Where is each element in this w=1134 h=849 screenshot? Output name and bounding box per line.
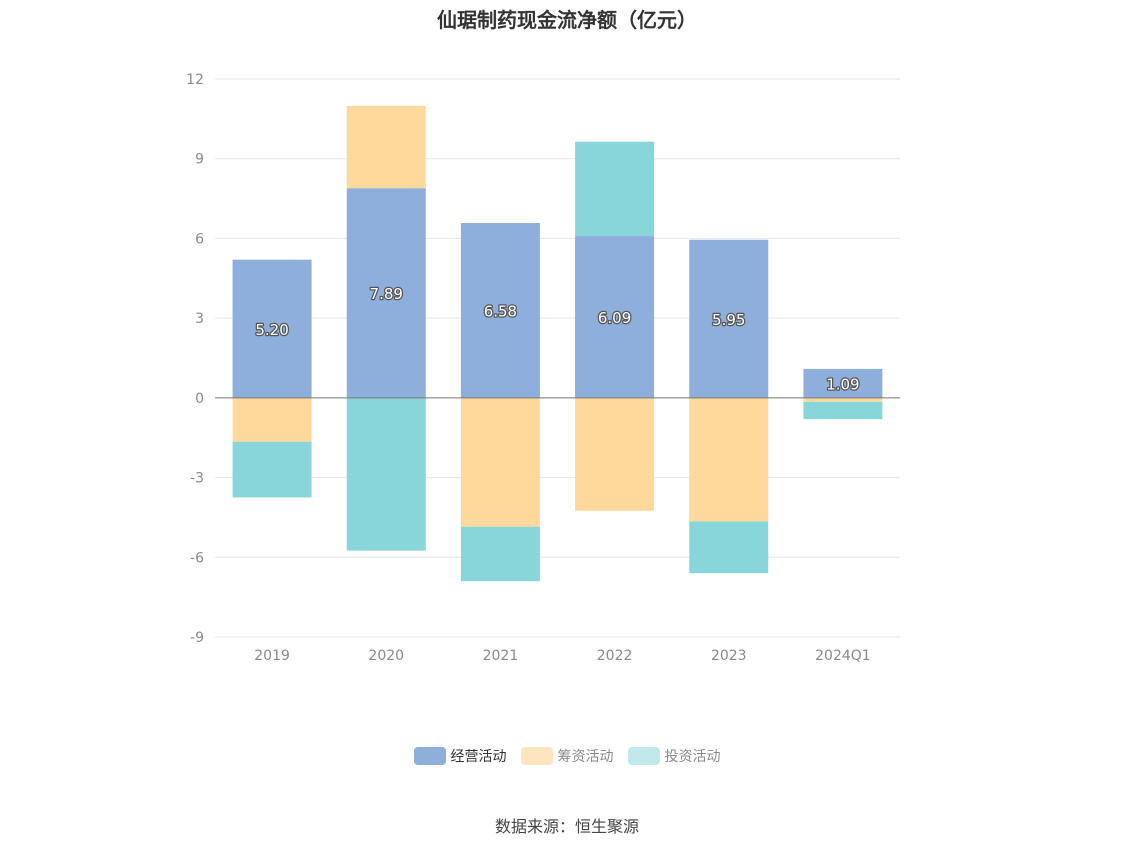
- legend-swatch-investing: [627, 747, 660, 765]
- bar-经营活动-2023: [689, 239, 769, 398]
- cash-flow-chart: 12 9 6 3 0 -3 -6 -9 2019 2020 2021 2022 2023 2024Q1 5.…: [186, 72, 900, 664]
- bar-筹资活动-2022: [575, 397, 655, 511]
- bar-经营活动-2020: [346, 188, 426, 398]
- x-tick-label: 2023: [711, 648, 747, 664]
- bar-投资活动-2020: [346, 397, 426, 551]
- legend-item-investing[interactable]: 投资活动: [627, 746, 721, 766]
- bar-投资活动-2024Q1: [803, 401, 883, 420]
- x-tick-label: 2022: [597, 648, 633, 664]
- bar-筹资活动-2023: [689, 397, 769, 522]
- legend-item-operating[interactable]: 经营活动: [413, 746, 507, 766]
- legend-item-financing[interactable]: 筹资活动: [520, 746, 614, 766]
- data-source: 数据来源：恒生聚源: [494, 817, 639, 836]
- y-tick-label: -9: [190, 630, 204, 646]
- data-label: 7.89: [370, 285, 403, 303]
- x-tick-label: 2024Q1: [815, 648, 871, 664]
- data-label: 1.09: [826, 375, 859, 393]
- legend-swatch-financing: [520, 747, 553, 765]
- legend-label-operating: 经营活动: [450, 749, 507, 765]
- data-label: 6.58: [484, 302, 517, 320]
- legend: 经营活动 筹资活动 投资活动: [0, 746, 1134, 766]
- y-tick-label: -6: [190, 550, 204, 566]
- x-tick-label: 2020: [368, 648, 404, 664]
- data-label: 6.09: [598, 309, 631, 327]
- bar-筹资活动-2021: [460, 397, 540, 527]
- y-tick-label: 12: [186, 72, 204, 88]
- legend-swatch-operating: [413, 747, 446, 765]
- bar-筹资活动-2024Q1: [803, 397, 883, 402]
- chart-title: 仙琚制药现金流净额（亿元）: [437, 8, 697, 32]
- y-tick-label: 6: [195, 231, 204, 247]
- y-tick-label: 9: [195, 152, 204, 168]
- bar-经营活动-2019: [232, 259, 312, 398]
- legend-label-investing: 投资活动: [664, 749, 721, 765]
- y-tick-label: 3: [195, 311, 204, 327]
- y-tick-label: -3: [190, 471, 204, 487]
- data-label: 5.20: [255, 321, 288, 339]
- bar-筹资活动-2019: [232, 397, 312, 442]
- bar-投资活动-2023: [689, 521, 769, 574]
- bar-经营活动-2021: [460, 223, 540, 398]
- bar-投资活动-2019: [232, 441, 312, 498]
- legend-label-financing: 筹资活动: [557, 749, 614, 765]
- x-tick-label: 2021: [483, 648, 519, 664]
- bar-筹资活动-2020: [346, 105, 426, 189]
- bar-经营活动-2024Q1: [803, 368, 883, 398]
- bar-投资活动-2021: [460, 526, 540, 582]
- bar-投资活动-2022: [575, 141, 655, 237]
- data-label: 5.95: [712, 311, 745, 329]
- bar-经营活动-2022: [575, 236, 655, 398]
- y-tick-label: 0: [195, 391, 204, 407]
- x-tick-label: 2019: [254, 648, 290, 664]
